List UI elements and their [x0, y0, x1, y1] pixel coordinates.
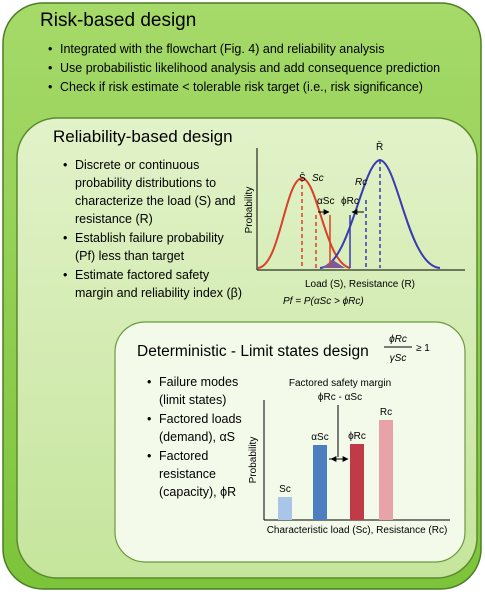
criterion-rel: ≥ 1	[416, 343, 430, 354]
bullet: Check if risk estimate < tolerable risk …	[48, 78, 478, 96]
bullet: Discrete or continuous probability distr…	[63, 156, 243, 228]
criterion-den: γSc	[390, 353, 407, 364]
label: R̄	[376, 140, 383, 153]
label: ϕRc	[341, 196, 359, 207]
bar	[350, 444, 364, 520]
x-label: Characteristic load (Sc), Resistance (Rc…	[267, 525, 448, 536]
bar	[379, 420, 393, 520]
label: Sc	[312, 173, 324, 184]
bar-label: αSc	[311, 432, 328, 443]
label: αSc	[317, 196, 334, 207]
annotation: Factored safety margin	[289, 378, 391, 389]
bar-label: Sc	[279, 484, 291, 495]
bullet-list: Failure modes (limit states)Factored loa…	[147, 373, 259, 502]
criterion-num: ϕRc	[389, 334, 407, 345]
y-label: Probability	[244, 187, 255, 234]
failure-region	[322, 260, 345, 268]
formula: Pf = P(αSc > ϕRc)	[283, 296, 364, 307]
bar-label: Rc	[380, 407, 392, 418]
bullet: Factored loads (demand), αS	[147, 410, 259, 446]
title: Risk-based design	[40, 10, 197, 31]
bar-label: ϕRc	[348, 431, 366, 442]
bullet-list: Discrete or continuous probability distr…	[63, 156, 243, 303]
label: S̄	[299, 171, 306, 184]
bullet: Establish failure probability (Pf) less …	[63, 229, 243, 265]
bar	[313, 445, 327, 520]
x-label: Load (S), Resistance (R)	[305, 279, 415, 290]
title: Reliability-based design	[53, 127, 233, 146]
bullet: Factored resistance (capacity), ϕR	[147, 447, 259, 501]
bullet: Estimate factored safety margin and reli…	[63, 266, 243, 302]
bullet: Use probabilistic likelihood analysis an…	[48, 59, 478, 77]
margin-label: ϕRc - αSc	[318, 392, 362, 403]
deterministic-chart: Probability Characteristic load (Sc), Re…	[248, 378, 450, 536]
title: Deterministic - Limit states design	[137, 343, 369, 360]
reliability-chart: Probability Load (S), Resistance (R) S̄ …	[244, 140, 465, 307]
label: Rc	[355, 177, 367, 188]
bar	[278, 497, 292, 520]
criterion: ϕRc γSc ≥ 1	[384, 334, 430, 364]
bullet: Integrated with the flowchart (Fig. 4) a…	[48, 40, 478, 58]
bullet-list: Integrated with the flowchart (Fig. 4) a…	[48, 40, 478, 97]
bullet: Failure modes (limit states)	[147, 373, 259, 409]
